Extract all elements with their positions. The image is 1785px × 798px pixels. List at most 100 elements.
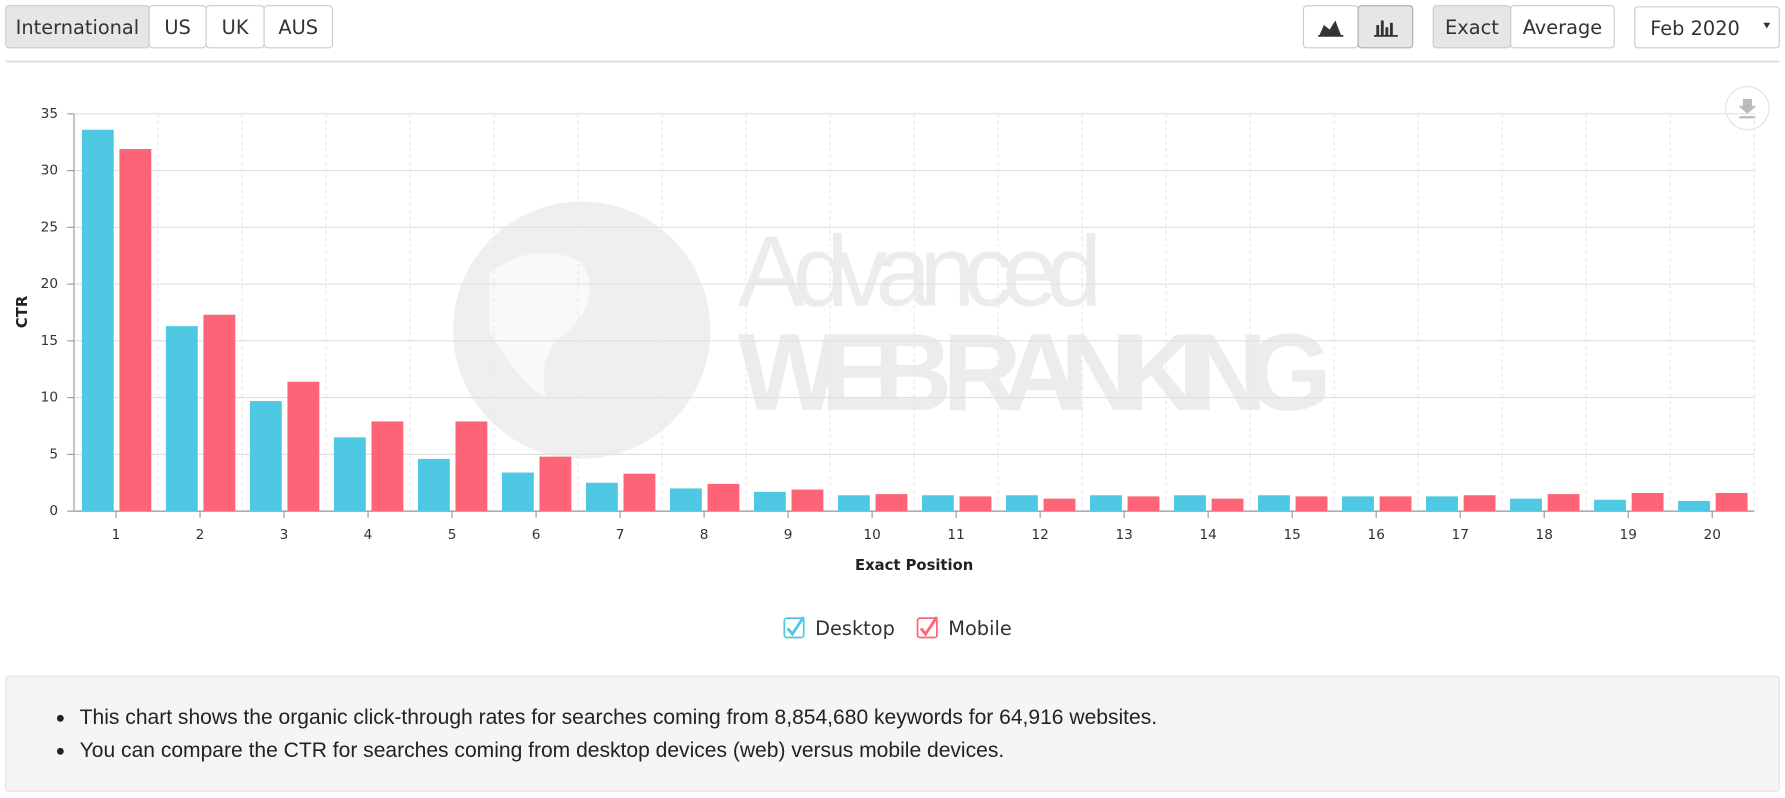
bar	[1005, 495, 1038, 512]
x-tick-label: 14	[1199, 527, 1216, 543]
bar	[1715, 492, 1748, 512]
bar	[1379, 496, 1412, 512]
x-tick-label: 3	[280, 527, 289, 543]
bar	[249, 401, 282, 512]
bar	[333, 437, 366, 512]
date-select-label[interactable]: Feb 2020	[1650, 17, 1740, 40]
bar	[707, 483, 740, 512]
bar	[1043, 498, 1076, 512]
region-tab-label[interactable]: AUS	[278, 16, 318, 39]
bar	[753, 491, 786, 512]
bar	[1127, 496, 1160, 512]
bar	[417, 458, 450, 512]
mode-button[interactable]	[1510, 5, 1615, 49]
mode-button-label[interactable]: Exact	[1445, 16, 1499, 39]
x-tick-label: 11	[947, 527, 964, 543]
bar	[1510, 498, 1542, 512]
bar	[119, 149, 152, 512]
region-tab-label[interactable]: US	[164, 16, 190, 39]
x-tick-label: 15	[1283, 527, 1300, 543]
bar	[1090, 495, 1122, 512]
bar	[1174, 495, 1206, 512]
bullet	[56, 747, 64, 755]
region-tab[interactable]	[263, 5, 333, 49]
download-button[interactable]	[1725, 85, 1770, 131]
bar	[669, 488, 702, 512]
bar	[1342, 496, 1374, 512]
y-tick-label: 30	[41, 163, 58, 179]
y-tick-label: 15	[41, 333, 58, 349]
bar	[623, 473, 656, 512]
bar	[1211, 498, 1244, 512]
region-tab-label[interactable]: International	[16, 16, 139, 39]
bar	[165, 326, 198, 512]
bar	[203, 314, 236, 512]
bar	[585, 482, 618, 512]
legend-label[interactable]: Desktop	[815, 617, 895, 640]
legend-label[interactable]: Mobile	[948, 617, 1011, 640]
x-tick-label: 10	[863, 527, 880, 543]
bullet	[56, 714, 64, 722]
legend-item[interactable]: Mobile	[916, 616, 1012, 640]
bar	[455, 421, 488, 512]
bar	[837, 495, 870, 512]
watermark-text: Advanced	[738, 215, 1102, 327]
region-tab-label[interactable]: UK	[222, 16, 250, 39]
note-text: This chart shows the organic click-throu…	[80, 706, 1157, 729]
y-tick-label: 10	[41, 390, 58, 406]
legend-check[interactable]	[786, 616, 805, 637]
y-axis-title: CTR	[14, 295, 31, 328]
bar	[921, 495, 954, 512]
watermark-text: WEB RANKING	[738, 312, 1332, 434]
area-chart-button[interactable]	[1302, 5, 1359, 49]
date-caret[interactable]	[1763, 22, 1771, 29]
bar	[539, 456, 572, 512]
x-tick-label: 7	[616, 527, 625, 543]
x-tick-label: 16	[1367, 527, 1384, 543]
note-text: You can compare the CTR for searches com…	[80, 739, 1005, 762]
x-tick-label: 17	[1452, 527, 1469, 543]
bar	[1295, 496, 1328, 512]
bar	[1258, 495, 1290, 512]
x-tick-label: 19	[1620, 527, 1637, 543]
bar	[1426, 496, 1458, 512]
y-tick-label: 5	[49, 446, 58, 462]
date-select[interactable]	[1634, 6, 1780, 49]
bar	[1678, 500, 1710, 512]
legend-item[interactable]: Desktop	[783, 616, 895, 640]
y-tick-label: 0	[49, 503, 58, 519]
x-tick-label: 1	[112, 527, 121, 543]
bar	[1463, 495, 1496, 512]
x-tick-label: 20	[1704, 527, 1721, 543]
x-tick-label: 18	[1536, 527, 1553, 543]
x-tick-label: 4	[364, 527, 373, 543]
bar	[959, 496, 992, 512]
x-axis-title: Exact Position	[855, 557, 973, 574]
bar	[501, 472, 534, 512]
bar-chart-button[interactable]	[1357, 5, 1414, 49]
legend-check[interactable]	[919, 616, 939, 637]
bar	[791, 489, 824, 512]
x-tick-label: 5	[448, 527, 457, 543]
x-tick-label: 6	[532, 527, 541, 543]
x-tick-label: 12	[1031, 527, 1048, 543]
y-tick-label: 35	[41, 106, 58, 122]
bar	[1547, 494, 1580, 512]
x-tick-label: 13	[1115, 527, 1132, 543]
bar	[81, 129, 114, 512]
y-tick-label: 25	[41, 219, 58, 235]
bar	[1631, 492, 1664, 512]
bar	[371, 421, 404, 512]
x-tick-label: 2	[196, 527, 205, 543]
x-tick-label: 9	[784, 527, 793, 543]
notes-panel	[5, 675, 1780, 792]
bar	[287, 381, 320, 512]
bar	[875, 494, 908, 512]
x-tick-label: 8	[700, 527, 709, 543]
bar	[1594, 499, 1626, 512]
mode-button-label[interactable]: Average	[1523, 16, 1602, 39]
y-tick-label: 20	[41, 276, 58, 292]
